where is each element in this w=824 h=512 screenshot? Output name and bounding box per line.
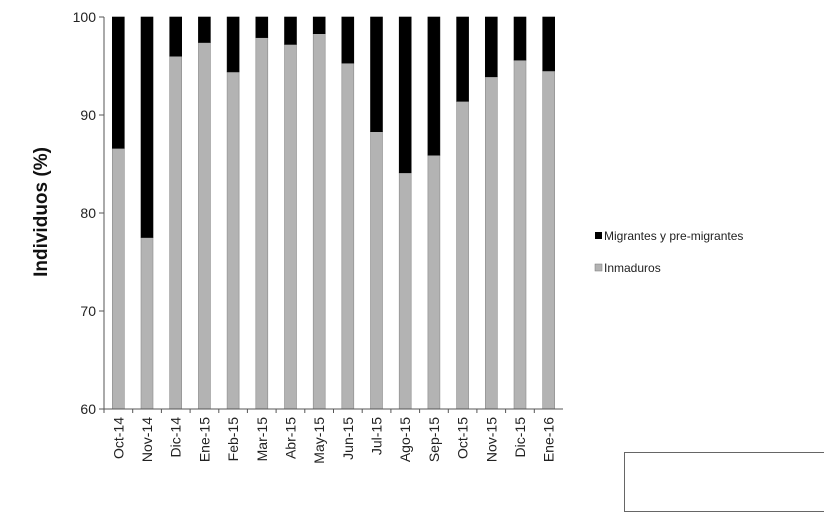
bar-migrantes-oct-15 — [456, 16, 469, 102]
legend-swatch-migrantes — [595, 232, 602, 239]
bar-migrantes-nov-14 — [140, 16, 154, 238]
bar-migrantes-abr-15 — [284, 16, 297, 45]
bar-inmaduros-nov-15 — [484, 76, 498, 410]
x-tick-label-jun-15: Jun-15 — [340, 417, 356, 460]
y-axis-label: Individuos (%) — [31, 147, 52, 277]
y-tick-label-90: 90 — [80, 107, 96, 123]
x-tick-label-nov-14: Nov-14 — [139, 417, 155, 462]
legend-swatch-inmaduros — [594, 263, 603, 272]
bar-inmaduros-oct-15 — [456, 101, 469, 410]
x-tick-label-oct-14: Oct-14 — [110, 417, 126, 459]
bar-migrantes-dic-15 — [513, 16, 527, 61]
bar-inmaduros-dic-14 — [169, 55, 182, 410]
x-tick-label-dic-15: Dic-15 — [512, 417, 528, 458]
bar-inmaduros-ago-15 — [398, 172, 412, 410]
x-tick-label-feb-15: Feb-15 — [225, 417, 241, 462]
bar-migrantes-feb-15 — [226, 16, 240, 73]
empty-text-box — [624, 452, 824, 512]
bar-migrantes-ene-15 — [198, 16, 211, 43]
bar-migrantes-ene-16 — [542, 16, 556, 72]
y-tick-label-100: 100 — [73, 9, 97, 25]
bar-inmaduros-oct-14 — [112, 148, 125, 410]
bar-inmaduros-feb-15 — [226, 71, 240, 410]
bar-inmaduros-jul-15 — [370, 131, 383, 410]
bar-inmaduros-mar-15 — [255, 37, 269, 410]
legend: Migrantes y pre-migrantes Inmaduros — [594, 229, 743, 275]
bar-migrantes-jun-15 — [341, 16, 355, 64]
y-tick-label-80: 80 — [80, 205, 96, 221]
stacked-bar-chart: 60 70 80 90 100 Oct-14 Nov-14 Dic-14 Ene-15 Feb-… — [31, 9, 743, 464]
bar-inmaduros-abr-15 — [284, 44, 297, 410]
bar-migrantes-ago-15 — [398, 16, 412, 174]
bar-migrantes-oct-14 — [112, 16, 125, 149]
bars-group — [112, 16, 556, 410]
x-axis: Oct-14 Nov-14 Dic-14 Ene-15 Feb-15 Mar-15 Abr-… — [103, 408, 563, 464]
x-tick-label-ene-15: Ene-15 — [196, 417, 212, 462]
y-axis-label-group: Individuos (%) — [31, 147, 52, 277]
bar-migrantes-may-15 — [312, 16, 326, 35]
bar-inmaduros-nov-14 — [140, 237, 154, 410]
bar-migrantes-mar-15 — [255, 16, 269, 38]
bar-migrantes-dic-14 — [169, 16, 182, 57]
bar-migrantes-sep-15 — [427, 16, 441, 156]
bar-inmaduros-jun-15 — [341, 62, 355, 410]
y-tick-label-60: 60 — [80, 401, 96, 417]
bar-inmaduros-dic-15 — [513, 59, 527, 410]
x-tick-label-sep-15: Sep-15 — [426, 417, 442, 462]
x-tick-label-ago-15: Ago-15 — [397, 417, 413, 462]
bar-inmaduros-may-15 — [312, 33, 326, 410]
x-tick-label-ene-16: Ene-16 — [541, 417, 557, 462]
legend-label-inmaduros: Inmaduros — [604, 261, 661, 275]
x-tick-label-mar-15: Mar-15 — [254, 417, 270, 462]
legend-label-migrantes: Migrantes y pre-migrantes — [604, 229, 743, 243]
bar-inmaduros-ene-15 — [198, 42, 211, 410]
bar-migrantes-nov-15 — [484, 16, 498, 78]
y-axis: 60 70 80 90 100 — [73, 9, 105, 417]
bar-migrantes-jul-15 — [370, 16, 383, 132]
bar-inmaduros-sep-15 — [427, 154, 441, 410]
x-tick-label-abr-15: Abr-15 — [283, 417, 299, 459]
x-tick-label-jul-15: Jul-15 — [369, 417, 385, 455]
bar-inmaduros-ene-16 — [542, 70, 556, 410]
x-tick-label-nov-15: Nov-15 — [483, 417, 499, 462]
x-tick-label-oct-15: Oct-15 — [455, 417, 471, 459]
x-tick-label-may-15: May-15 — [311, 417, 327, 464]
x-tick-label-dic-14: Dic-14 — [168, 417, 184, 458]
y-tick-label-70: 70 — [80, 303, 96, 319]
